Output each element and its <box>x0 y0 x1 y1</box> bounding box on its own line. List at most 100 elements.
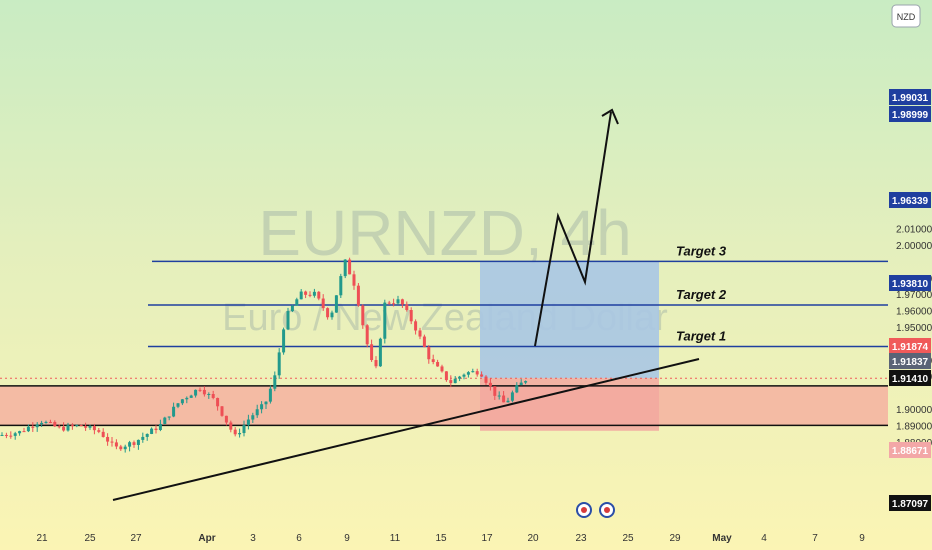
price-tick-label: 2.00000 <box>896 241 932 252</box>
candle <box>158 419 162 432</box>
candle <box>330 310 334 320</box>
candle <box>66 422 70 432</box>
candle <box>519 379 523 386</box>
candle <box>484 375 488 385</box>
support-zone <box>0 385 888 426</box>
time-tick-label: 9 <box>344 533 350 544</box>
time-tick-label: 3 <box>250 533 256 544</box>
target-label: Target 1 <box>676 329 726 344</box>
candle <box>466 371 470 378</box>
candle <box>154 425 158 434</box>
candle <box>282 327 286 355</box>
candle <box>502 391 506 403</box>
time-tick-label: 4 <box>761 533 767 544</box>
price-badge: 1.96339 <box>889 192 931 208</box>
candle <box>141 432 145 443</box>
candle <box>286 307 290 331</box>
price-badge: 1.98999 <box>889 106 931 122</box>
candle <box>35 422 39 432</box>
time-tick-label: 20 <box>527 533 539 544</box>
candle <box>295 297 299 306</box>
candle <box>321 294 325 311</box>
candle <box>365 324 369 348</box>
candle <box>119 444 123 451</box>
projection-arrowhead <box>601 108 619 125</box>
candle <box>207 392 211 399</box>
candle <box>317 290 321 301</box>
time-tick-label: 23 <box>575 533 587 544</box>
candle <box>471 368 475 373</box>
candle <box>75 424 79 428</box>
price-badges: 1.99031 1.98999 1.96339 1.93810 1.91874 1.918… <box>889 89 931 511</box>
candle <box>356 283 360 307</box>
candle <box>145 433 149 441</box>
candle <box>216 397 220 411</box>
candle <box>387 300 391 305</box>
price-badge: 1.87097 <box>889 495 931 511</box>
candle <box>304 290 308 299</box>
candle <box>515 382 519 394</box>
time-axis[interactable]: 21 25 27 Apr 3 6 9 11 15 17 20 23 25 29 May 4 7 9 <box>36 533 865 544</box>
candle <box>18 430 22 436</box>
candlesticks <box>0 257 528 453</box>
economic-event-icon[interactable] <box>576 502 592 518</box>
candle <box>493 386 497 400</box>
candle <box>198 387 202 392</box>
candle <box>440 364 444 373</box>
time-tick-label: 15 <box>435 533 447 544</box>
candle <box>396 295 400 305</box>
candle <box>431 354 435 365</box>
candle <box>4 432 8 439</box>
trendline[interactable] <box>112 358 700 501</box>
candle <box>352 270 356 290</box>
time-tick-label: 9 <box>859 533 865 544</box>
svg-text:1.96339: 1.96339 <box>892 196 929 207</box>
candle <box>172 402 176 418</box>
candle <box>334 295 338 313</box>
time-tick-label: 29 <box>669 533 681 544</box>
candle <box>427 345 431 364</box>
symbol-watermark: EURNZD, 4h <box>258 197 631 269</box>
candle <box>277 348 281 379</box>
candle <box>370 339 374 362</box>
candle <box>422 334 426 348</box>
time-tick-label: May <box>712 533 732 544</box>
currency-label: NZD <box>897 12 916 22</box>
time-tick-label: 17 <box>481 533 493 544</box>
candle <box>255 404 259 418</box>
candle <box>506 397 510 403</box>
candle <box>238 428 242 438</box>
price-tick-label: 1.90000 <box>896 405 932 416</box>
svg-text:1.99031: 1.99031 <box>892 93 929 104</box>
candle <box>392 298 396 307</box>
candle <box>449 375 453 388</box>
economic-event-icon[interactable] <box>599 502 615 518</box>
candle <box>233 427 237 437</box>
candle <box>409 307 413 325</box>
candle <box>453 376 457 384</box>
candle <box>264 401 268 410</box>
svg-text:1.88671: 1.88671 <box>892 446 929 457</box>
svg-text:1.98999: 1.98999 <box>892 110 929 121</box>
candle <box>163 416 167 425</box>
candle <box>312 288 316 298</box>
price-badge: 1.91874 <box>889 338 931 354</box>
currency-selector[interactable]: NZD <box>891 4 921 28</box>
projection-path[interactable] <box>534 111 612 347</box>
svg-text:1.93810: 1.93810 <box>892 279 929 290</box>
price-badge: 1.88671 <box>889 442 931 458</box>
candle <box>348 257 352 275</box>
target-label: Target 2 <box>676 287 727 302</box>
candle <box>273 371 277 392</box>
time-tick-label: 6 <box>296 533 302 544</box>
candle <box>97 427 101 434</box>
candle <box>57 424 61 429</box>
candle <box>268 385 272 404</box>
price-tick-label: 1.97000 <box>896 290 932 301</box>
candle <box>176 403 180 409</box>
candle <box>246 414 250 430</box>
candle <box>44 420 48 424</box>
price-badge: 1.99031 <box>889 89 931 105</box>
